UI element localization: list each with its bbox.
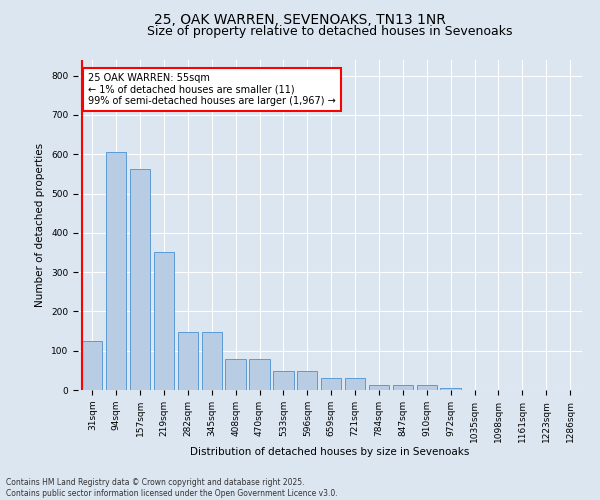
Bar xyxy=(297,371,317,390)
Bar xyxy=(321,378,341,390)
Bar xyxy=(82,341,103,390)
Bar xyxy=(178,332,198,390)
Bar xyxy=(440,388,461,390)
X-axis label: Distribution of detached houses by size in Sevenoaks: Distribution of detached houses by size … xyxy=(190,448,470,458)
Text: 25, OAK WARREN, SEVENOAKS, TN13 1NR: 25, OAK WARREN, SEVENOAKS, TN13 1NR xyxy=(154,12,446,26)
Bar xyxy=(226,360,246,390)
Bar xyxy=(106,152,127,390)
Text: 25 OAK WARREN: 55sqm
← 1% of detached houses are smaller (11)
99% of semi-detach: 25 OAK WARREN: 55sqm ← 1% of detached ho… xyxy=(88,73,336,106)
Bar xyxy=(202,332,222,390)
Bar xyxy=(345,378,365,390)
Title: Size of property relative to detached houses in Sevenoaks: Size of property relative to detached ho… xyxy=(147,25,513,38)
Bar xyxy=(369,385,389,390)
Bar xyxy=(130,169,150,390)
Bar xyxy=(250,360,269,390)
Text: Contains HM Land Registry data © Crown copyright and database right 2025.
Contai: Contains HM Land Registry data © Crown c… xyxy=(6,478,338,498)
Y-axis label: Number of detached properties: Number of detached properties xyxy=(35,143,46,307)
Bar xyxy=(273,371,293,390)
Bar xyxy=(416,385,437,390)
Bar xyxy=(154,252,174,390)
Bar xyxy=(393,385,413,390)
